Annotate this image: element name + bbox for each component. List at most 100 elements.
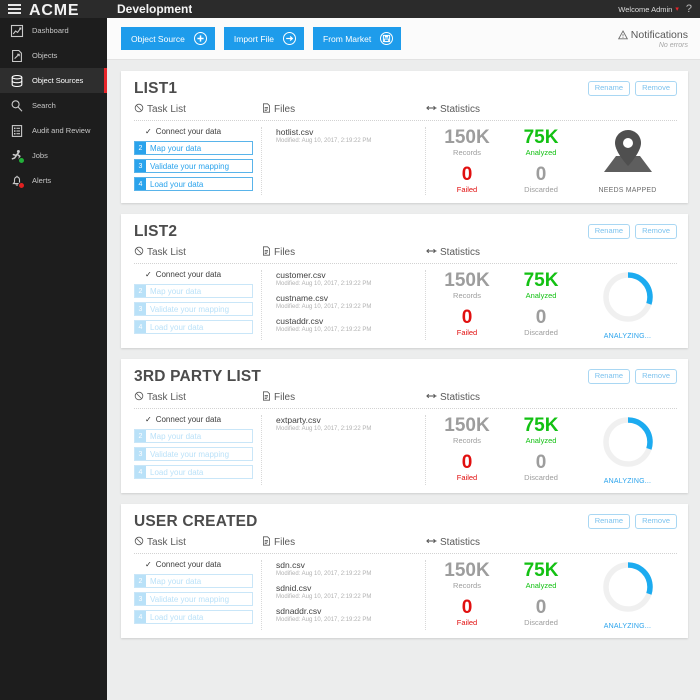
brand-header[interactable]: ACME	[0, 0, 107, 18]
status-visual: ANALYZING...	[578, 415, 677, 485]
clipboard-list-icon	[9, 123, 24, 138]
hamburger-menu-icon[interactable]	[8, 4, 21, 14]
circle-slash-icon	[134, 536, 144, 549]
import-file-button[interactable]: Import File	[223, 27, 305, 50]
task-step-number: 3	[135, 160, 146, 172]
task-step: 4 Load your data	[134, 320, 253, 334]
stat-value: 0	[461, 307, 473, 328]
task-step[interactable]: 4 Load your data	[134, 177, 253, 191]
statistics-column: 150K Records 0 Failed 75K Analyzed 0 Dis…	[426, 127, 677, 195]
sidebar-item-jobs[interactable]: Jobs	[0, 143, 107, 168]
plus-circle-icon	[193, 32, 207, 45]
sidebar-item-label: Objects	[32, 51, 58, 60]
file-row[interactable]: extparty.csv Modified: Aug 10, 2017, 2:19…	[276, 415, 417, 432]
top-bar: Development Welcome Admin ▾ ?	[107, 0, 700, 18]
task-step-label: Map your data	[150, 431, 202, 441]
sidebar-nav: Dashboard Objects Object Sources Search Audi…	[0, 18, 107, 193]
file-row[interactable]: sdnaddr.csv Modified: Aug 10, 2017, 2:19:…	[276, 606, 417, 623]
file-row[interactable]: hotlist.csv Modified: Aug 10, 2017, 2:19:…	[276, 127, 417, 144]
file-lines-icon	[262, 246, 271, 259]
task-step: 2 Map your data	[134, 429, 253, 443]
object-source-button[interactable]: Object Source	[121, 27, 215, 50]
rename-button[interactable]: Rename	[587, 514, 631, 529]
user-menu[interactable]: Welcome Admin ▾	[618, 5, 679, 14]
card-actions: Rename Remove	[587, 514, 677, 529]
task-step-number: 2	[135, 142, 146, 154]
task-step-label: Load your data	[150, 467, 204, 477]
card-title: USER CREATED	[134, 513, 258, 530]
action-button-label: Object Source	[131, 33, 185, 44]
task-step[interactable]: 3 Validate your mapping	[134, 159, 253, 173]
task-step-label: Validate your mapping	[150, 449, 230, 459]
stat-value: 0	[535, 597, 547, 618]
column-header-label: Statistics	[440, 392, 481, 403]
task-step-number: 4	[135, 466, 146, 478]
sliders-icon	[426, 247, 437, 258]
remove-button[interactable]: Remove	[635, 224, 677, 239]
task-step[interactable]: 2 Map your data	[134, 141, 253, 155]
object-source-card: 3RD PARTY LIST Rename Remove Task List F…	[121, 359, 688, 493]
files-column: sdn.csv Modified: Aug 10, 2017, 2:19:22 P…	[262, 560, 426, 630]
stat-records: 150K Records 0 Failed	[430, 415, 504, 485]
remove-button[interactable]: Remove	[635, 369, 677, 384]
chart-line-icon	[9, 23, 24, 38]
remove-button[interactable]: Remove	[635, 514, 677, 529]
loading-ring-icon	[601, 415, 655, 474]
statistics-column: 150K Records 0 Failed 75K Analyzed 0 Dis…	[426, 415, 677, 485]
column-header-task-list: Task List	[134, 536, 262, 549]
stat-value: 75K	[523, 415, 559, 436]
viz-caption: NEEDS MAPPED	[598, 187, 657, 194]
from-market-button[interactable]: From Market	[313, 27, 402, 50]
brand-name: ACME	[29, 2, 80, 17]
file-name: hotlist.csv	[276, 127, 314, 137]
rename-button[interactable]: Rename	[587, 81, 631, 96]
task-step: 2 Map your data	[134, 574, 253, 588]
action-button-group: Object Source Import File From Market	[121, 27, 410, 50]
file-row[interactable]: sdnid.csv Modified: Aug 10, 2017, 2:19:22…	[276, 583, 417, 600]
task-step: 3 Validate your mapping	[134, 447, 253, 461]
file-name: custname.csv	[276, 293, 328, 303]
environment-title: Development	[117, 2, 193, 16]
action-button-label: From Market	[323, 33, 372, 44]
stat-value: 150K	[444, 127, 490, 148]
rename-button[interactable]: Rename	[587, 369, 631, 384]
task-step-number: 3	[135, 448, 146, 460]
file-modified: Modified: Aug 10, 2017, 2:19:22 PM	[276, 594, 372, 600]
column-header-label: Statistics	[440, 537, 481, 548]
bell-icon	[9, 173, 25, 189]
file-row[interactable]: custname.csv Modified: Aug 10, 2017, 2:19…	[276, 293, 417, 310]
notifications-panel[interactable]: Notifications No errors	[617, 29, 690, 49]
rename-button[interactable]: Rename	[587, 224, 631, 239]
file-modified: Modified: Aug 10, 2017, 2:19:22 PM	[276, 426, 372, 432]
task-step-label: Load your data	[150, 612, 204, 622]
file-row[interactable]: sdn.csv Modified: Aug 10, 2017, 2:19:22 P…	[276, 560, 417, 577]
task-list-column: ✓ Connect your data 2 Map your data 3 Validat…	[134, 415, 262, 485]
action-bar: Object Source Import File From Market Noti…	[107, 18, 700, 60]
remove-button[interactable]: Remove	[635, 81, 677, 96]
sidebar-item-dashboard[interactable]: Dashboard	[0, 18, 107, 43]
sidebar-item-object-sources[interactable]: Object Sources	[0, 68, 107, 93]
stat-value: 0	[461, 597, 473, 618]
sidebar-item-search[interactable]: Search	[0, 93, 107, 118]
sidebar-item-objects[interactable]: Objects	[0, 43, 107, 68]
column-header-files: Files	[262, 391, 426, 404]
column-header-label: Files	[274, 537, 296, 548]
question-mark-icon[interactable]: ?	[685, 2, 692, 15]
file-name: sdn.csv	[276, 560, 305, 570]
stat-label: Failed	[456, 618, 478, 627]
sidebar-item-audit-and-review[interactable]: Audit and Review	[0, 118, 107, 143]
sidebar-item-alerts[interactable]: Alerts	[0, 168, 107, 193]
file-row[interactable]: custaddr.csv Modified: Aug 10, 2017, 2:19…	[276, 316, 417, 333]
stat-value: 150K	[444, 415, 490, 436]
stat-analyzed: 75K Analyzed 0 Discarded	[504, 415, 578, 485]
stat-label: Analyzed	[525, 291, 557, 300]
file-row[interactable]: customer.csv Modified: Aug 10, 2017, 2:19…	[276, 270, 417, 287]
stat-records: 150K Records 0 Failed	[430, 127, 504, 195]
sidebar-item-label: Search	[32, 101, 56, 110]
statistics-numbers: 150K Records 0 Failed 75K Analyzed 0 Dis…	[430, 415, 578, 485]
statistics-numbers: 150K Records 0 Failed 75K Analyzed 0 Dis…	[430, 127, 578, 195]
card-actions: Rename Remove	[587, 369, 677, 384]
files-column: extparty.csv Modified: Aug 10, 2017, 2:19…	[262, 415, 426, 485]
file-name: extparty.csv	[276, 415, 321, 425]
sidebar-item-badge	[18, 157, 25, 164]
